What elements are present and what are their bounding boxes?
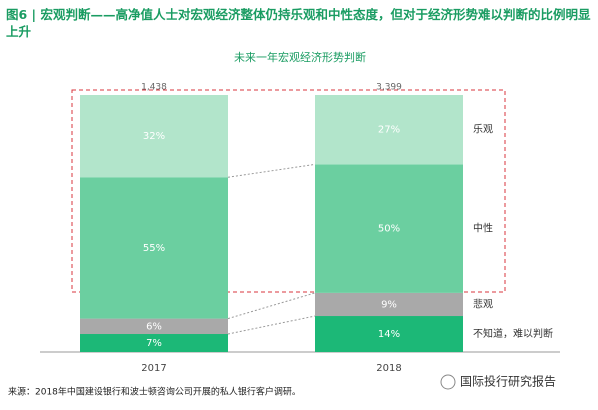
bar-segment [80,334,228,352]
connector [227,292,316,320]
watermark-icon [440,374,456,390]
value-label: 9% [381,299,397,310]
value-label: 27% [378,125,400,136]
x-tick-label: 2017 [141,363,166,374]
bar-segment [80,177,228,319]
watermark: 国际投行研究报告 [460,374,556,389]
legend-label: 不知道，难以判断 [473,327,553,340]
value-label: 32% [143,131,165,142]
bar-segment [80,95,228,178]
legend-label: 悲观 [473,297,493,310]
bar-segment [315,316,463,352]
legend-label: 乐观 [473,124,493,136]
bar-segment [80,318,228,335]
value-label: 14% [378,329,400,340]
source: 来源：2018年中国建设银行和波士顿咨询公司开展的私人银行客户调研。 [8,386,301,398]
legend-label: 中性 [473,222,493,235]
chart-subtitle: 未来一年宏观经济形势判断 [234,50,366,64]
value-label: 6% [146,321,162,332]
bar-segment [315,292,463,317]
connector [227,315,316,335]
bar-segment [315,95,463,165]
value-label: 55% [143,243,165,254]
value-label: 7% [146,338,162,349]
chart-title: 图6 | 宏观判断——高净值人士对宏观经济整体仍持乐观和中性态度，但对于经济形势… [6,7,591,39]
bar-segment [315,164,463,293]
x-tick-label: 2018 [376,363,401,374]
total-label: 1,438 [141,83,167,93]
connector [227,163,316,178]
total-label: 3,399 [376,83,402,93]
highlight-box [71,89,506,293]
value-label: 50% [378,224,400,235]
